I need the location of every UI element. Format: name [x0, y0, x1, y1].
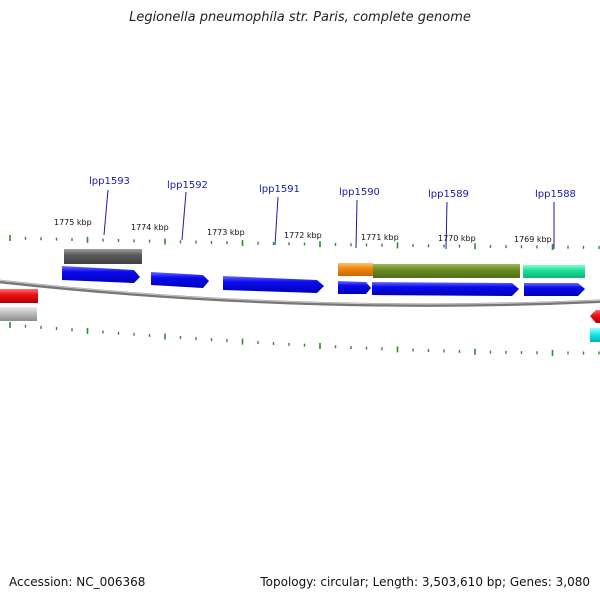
scale-label-1772: 1772 kbp [284, 231, 322, 240]
gene-label-line-lpp1593 [103, 189, 109, 236]
feature-silver-left [0, 307, 37, 321]
map-title: Legionella pneumophila str. Paris, compl… [129, 10, 471, 25]
feature-olive [373, 264, 520, 278]
feature-red-left [0, 289, 38, 303]
feature-cyan-right [590, 328, 600, 342]
feature-teal [523, 265, 585, 278]
cds-arrow-1 [62, 266, 140, 283]
scale-label-1775: 1775 kbp [54, 218, 92, 227]
gene-label-lpp1592: lpp1592 [167, 180, 208, 191]
genome-backbone [0, 279, 600, 307]
gene-label-line-lpp1591 [274, 196, 279, 246]
scale-label-1773: 1773 kbp [207, 228, 245, 237]
scale-label-1774: 1774 kbp [131, 223, 169, 232]
gene-label-lpp1590: lpp1590 [339, 187, 380, 198]
gene-label-line-lpp1590 [355, 199, 358, 249]
cds-arrow-4 [338, 281, 371, 294]
genome-backbone-highlight [0, 280, 600, 305]
genome-summary-text: Topology: circular; Length: 3,503,610 bp… [260, 575, 590, 589]
scale-ticks-upper [9, 235, 600, 251]
cds-arrow-2 [151, 272, 209, 288]
feature-orange [338, 263, 373, 276]
scale-ticks-lower [9, 322, 600, 356]
gene-label-lpp1593: lpp1593 [89, 176, 130, 187]
gene-label-line-lpp1589 [445, 201, 448, 250]
scale-label-1770: 1770 kbp [438, 234, 476, 243]
scale-label-1769: 1769 kbp [514, 235, 552, 244]
gene-label-lpp1588: lpp1588 [535, 189, 576, 200]
accession-text: Accession: NC_006368 [9, 575, 146, 589]
cds-arrow-6 [524, 283, 585, 296]
cds-arrow-3 [223, 276, 324, 293]
scale-label-1771: 1771 kbp [361, 233, 399, 242]
cds-arrow-5 [372, 282, 519, 296]
feature-red-right [590, 310, 600, 323]
gene-label-line-lpp1592 [181, 191, 187, 241]
gene-label-lpp1591: lpp1591 [259, 184, 300, 195]
feature-grey [64, 249, 142, 264]
gene-label-lpp1589: lpp1589 [428, 189, 469, 200]
